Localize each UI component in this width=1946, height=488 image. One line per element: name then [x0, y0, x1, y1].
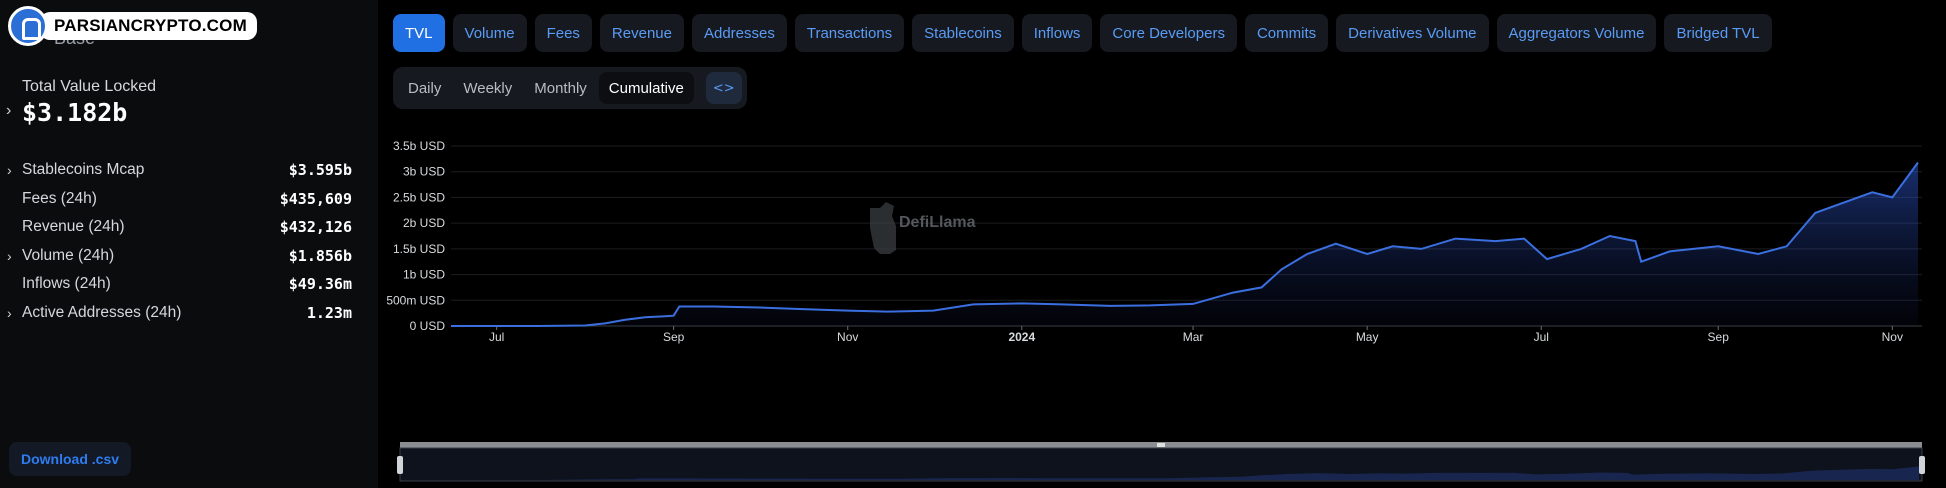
tab-tvl[interactable]: TVL	[393, 14, 445, 52]
chevron-right-icon[interactable]: ›	[7, 247, 12, 264]
stat-row-revenue: Revenue (24h) $432,126	[0, 213, 378, 242]
tvl-value: $3.182b	[22, 98, 128, 127]
tab-core-developers[interactable]: Core Developers	[1100, 14, 1237, 52]
llama-logo-icon	[870, 202, 896, 254]
stat-row-volume[interactable]: › Volume (24h) $1.856b	[0, 242, 378, 271]
tab-aggregators-volume[interactable]: Aggregators Volume	[1496, 14, 1657, 52]
metric-tabs: TVL Volume Fees Revenue Addresses Transa…	[393, 14, 1772, 52]
y-axis: 3.5b USD 3b USD 2.5b USD 2b USD 1.5b USD 1b U…	[386, 139, 445, 333]
stat-row-stablecoins[interactable]: › Stablecoins Mcap $3.595b	[0, 156, 378, 185]
stat-value: $1.856b	[288, 246, 352, 265]
x-axis: Jul Sep Nov 2024 Mar May Jul Sep Nov	[489, 326, 1903, 344]
chevron-right-icon[interactable]: ›	[6, 102, 12, 119]
tab-commits[interactable]: Commits	[1244, 14, 1329, 52]
stat-value: $432,126	[279, 218, 352, 237]
stat-row-inflows: Inflows (24h) $49.36m	[0, 270, 378, 299]
tvl-chart: 3.5b USD 3b USD 2.5b USD 2b USD 1.5b USD 1b U…	[386, 139, 1925, 482]
x-tick-label: Jul	[489, 330, 504, 344]
stat-value: 1.23m	[306, 303, 352, 322]
period-monthly[interactable]: Monthly	[524, 72, 597, 104]
period-weekly[interactable]: Weekly	[453, 72, 522, 104]
stat-label: Volume (24h)	[22, 246, 115, 264]
stat-value: $49.36m	[288, 275, 352, 294]
y-tick-label: 500m USD	[386, 293, 445, 307]
x-tick-label: May	[1356, 330, 1379, 344]
x-tick-label: Sep	[1708, 330, 1730, 344]
stat-row-fees: Fees (24h) $435,609	[0, 185, 378, 214]
x-tick-label: Jul	[1534, 330, 1549, 344]
range-grip-icon[interactable]	[1157, 443, 1165, 447]
range-handle-left[interactable]	[397, 456, 403, 474]
stat-row-active-addresses[interactable]: › Active Addresses (24h) 1.23m	[0, 299, 378, 328]
stat-value: $435,609	[279, 189, 352, 208]
sidebar: PARSIANCRYPTO.COM Base Total Value Locke…	[0, 0, 378, 488]
tvl-line	[451, 161, 1919, 327]
stat-value: $3.595b	[288, 161, 352, 180]
range-navigator[interactable]	[397, 442, 1925, 482]
y-tick-label: 1.5b USD	[393, 242, 445, 256]
tab-bridged-tvl[interactable]: Bridged TVL	[1664, 14, 1772, 52]
range-navigator-preview	[403, 466, 1919, 480]
tab-volume[interactable]: Volume	[452, 14, 527, 52]
period-daily[interactable]: Daily	[398, 72, 451, 104]
brand-text: DefiLlama	[899, 214, 976, 231]
tab-transactions[interactable]: Transactions	[794, 14, 905, 52]
range-handle-right[interactable]	[1919, 456, 1925, 474]
tvl-label: Total Value Locked	[22, 78, 157, 95]
x-tick-label: Nov	[837, 330, 858, 344]
x-tick-label: Sep	[663, 330, 685, 344]
download-csv-button[interactable]: Download .csv	[9, 442, 132, 476]
tab-inflows[interactable]: Inflows	[1021, 14, 1093, 52]
period-selector: Daily Weekly Monthly Cumulative <>	[393, 67, 747, 109]
tab-fees[interactable]: Fees	[534, 14, 592, 52]
tab-stablecoins[interactable]: Stablecoins	[912, 14, 1014, 52]
defillama-watermark: DefiLlama	[870, 202, 976, 254]
stat-label: Active Addresses (24h)	[22, 303, 182, 321]
y-tick-label: 2b USD	[403, 216, 445, 230]
watermark-logo-icon	[8, 6, 48, 46]
y-tick-label: 3b USD	[403, 165, 445, 179]
period-cumulative[interactable]: Cumulative	[598, 72, 694, 104]
y-tick-label: 2.5b USD	[393, 190, 445, 204]
stat-label: Stablecoins Mcap	[22, 161, 145, 179]
stat-label: Revenue (24h)	[22, 218, 125, 236]
watermark: PARSIANCRYPTO.COM	[8, 6, 257, 46]
tab-derivatives-volume[interactable]: Derivatives Volume	[1336, 14, 1489, 52]
tvl-area	[451, 162, 1918, 326]
y-tick-label: 1b USD	[403, 268, 445, 282]
code-icon[interactable]: <>	[705, 72, 742, 104]
tab-revenue[interactable]: Revenue	[599, 14, 684, 52]
y-tick-label: 0 USD	[410, 319, 446, 333]
stat-label: Inflows (24h)	[22, 275, 111, 293]
y-tick-label: 3.5b USD	[393, 139, 445, 153]
x-tick-label: Mar	[1183, 330, 1204, 344]
stat-label: Fees (24h)	[22, 189, 97, 207]
main-panel: TVL Volume Fees Revenue Addresses Transa…	[378, 0, 1946, 488]
stats-list: › Stablecoins Mcap $3.595b Fees (24h) $4…	[0, 156, 378, 327]
chevron-right-icon[interactable]: ›	[7, 162, 12, 179]
watermark-text: PARSIANCRYPTO.COM	[40, 12, 257, 40]
tab-addresses[interactable]: Addresses	[691, 14, 787, 52]
x-tick-label: 2024	[1008, 330, 1035, 344]
x-tick-label: Nov	[1882, 330, 1903, 344]
chevron-right-icon[interactable]: ›	[7, 304, 12, 321]
